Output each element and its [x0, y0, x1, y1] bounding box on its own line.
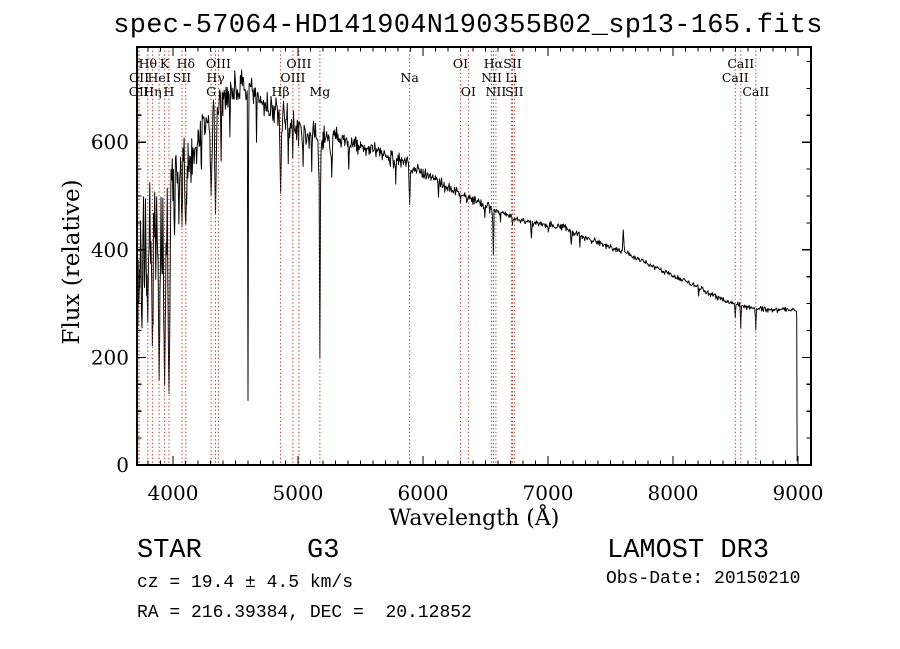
- line-label-SII: SII: [503, 56, 522, 71]
- spectral-line-labels: OIIOIIHθHηHeIKHSIIHδGHγOIIIHβOIIIOIIIMgN…: [129, 56, 770, 99]
- line-label-OIII: OIII: [286, 56, 311, 71]
- line-label-Na: Na: [400, 70, 419, 85]
- line-label-Hδ: Hδ: [177, 56, 195, 71]
- y-tick-label: 600: [91, 130, 129, 154]
- line-label-K: K: [160, 56, 170, 71]
- line-label-OI: OI: [453, 56, 468, 71]
- x-tick-label: 7000: [523, 481, 574, 505]
- line-label-Mg: Mg: [309, 84, 330, 99]
- x-tick-label: 6000: [398, 481, 449, 505]
- x-axis-label: Wavelength (Å): [388, 506, 560, 531]
- line-label-SII: SII: [505, 84, 524, 99]
- line-label-NII: NII: [485, 84, 506, 99]
- line-label-CaII: CaII: [722, 70, 749, 85]
- spectral-line-markers: [138, 47, 757, 465]
- axes: [136, 46, 812, 466]
- line-label-G: G: [206, 84, 216, 99]
- y-tick-label: 200: [91, 345, 129, 369]
- line-label-CaII: CaII: [742, 84, 769, 99]
- line-label-H: H: [164, 84, 175, 99]
- line-label-Hβ: Hβ: [272, 84, 290, 99]
- x-tick-label: 8000: [648, 481, 699, 505]
- line-label-OII: OII: [129, 84, 149, 99]
- tick-labels: 4000 5000 6000 7000 8000 9000 0 200 400 600: [91, 130, 824, 505]
- line-label-Hη: Hη: [143, 84, 161, 99]
- y-axis-label: Flux (relative): [59, 179, 85, 345]
- line-label-Hγ: Hγ: [206, 70, 224, 85]
- object-type-text: STAR: [137, 536, 202, 566]
- line-label-CaII: CaII: [727, 56, 754, 71]
- object-class-row: STAR G3: [137, 536, 339, 566]
- x-tick-label: 4000: [148, 481, 199, 505]
- line-label-OI: OI: [461, 84, 476, 99]
- line-label-OIII: OIII: [206, 56, 231, 71]
- y-tick-label: 0: [116, 453, 129, 477]
- x-tick-label: 9000: [773, 481, 824, 505]
- plot-frame: [136, 46, 812, 466]
- object-subclass-text: G3: [307, 536, 340, 566]
- obsdate-text: Obs-Date: 20150210: [606, 569, 801, 589]
- cz-text: cz = 19.4 ± 4.5 km/s: [137, 573, 354, 593]
- radec-text: RA = 216.39384, DEC = 20.12852: [137, 603, 472, 623]
- line-label-SII: SII: [173, 70, 192, 85]
- plot-title: spec-57064-HD141904N190355B02_sp13-165.f…: [113, 11, 823, 41]
- y-tick-label: 400: [91, 238, 129, 262]
- line-label-Li: Li: [505, 70, 517, 85]
- line-label-Hθ: Hθ: [139, 56, 157, 71]
- line-label-OII: OII: [129, 70, 149, 85]
- line-label-OIII: OIII: [280, 70, 305, 85]
- line-label-Hα: Hα: [484, 56, 504, 71]
- line-label-HeI: HeI: [147, 70, 170, 85]
- x-tick-label: 5000: [273, 481, 324, 505]
- spectrum-trace: [136, 69, 798, 462]
- line-label-NII: NII: [481, 70, 502, 85]
- survey-text: LAMOST DR3: [607, 536, 770, 566]
